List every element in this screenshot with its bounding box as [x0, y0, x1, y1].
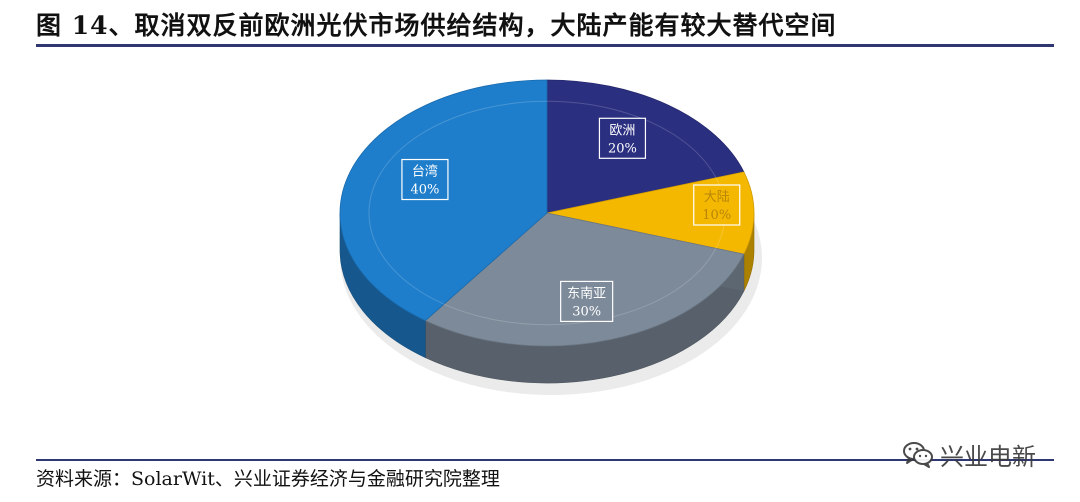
- pie-top: [339, 79, 755, 347]
- footer-divider: [36, 459, 1054, 461]
- pie-labels: 欧洲 20% 大陆 10% 东南亚 30% 台湾 40%: [401, 117, 741, 323]
- pie-slice-东南亚: [424, 212, 745, 347]
- source-note: 资料来源：SolarWit、兴业证券经济与金融研究院整理: [36, 468, 500, 490]
- value-label: 40%: [410, 183, 439, 198]
- category-label: 台湾: [412, 164, 438, 180]
- category-label: 欧洲: [609, 123, 635, 138]
- chart-title: 图 14、取消双反前欧洲光伏市场供给结构，大陆产能有较大替代空间: [36, 11, 837, 40]
- data-label-box-大陆: [693, 184, 741, 226]
- data-label-box-东南亚: [560, 280, 614, 323]
- category-label: 大陆: [704, 189, 730, 205]
- pie-slice-台湾: [339, 79, 548, 322]
- value-label: 30%: [572, 304, 601, 319]
- watermark: 兴业电新: [902, 438, 1036, 471]
- value-label: 10%: [702, 208, 731, 223]
- data-label-box-欧洲: [598, 117, 647, 159]
- data-label-box-台湾: [401, 158, 449, 201]
- title-divider: [36, 44, 1054, 47]
- wechat-icon: [903, 442, 933, 468]
- value-label: 20%: [608, 141, 637, 156]
- category-label: 东南亚: [567, 285, 606, 301]
- watermark-text: 兴业电新: [940, 442, 1036, 471]
